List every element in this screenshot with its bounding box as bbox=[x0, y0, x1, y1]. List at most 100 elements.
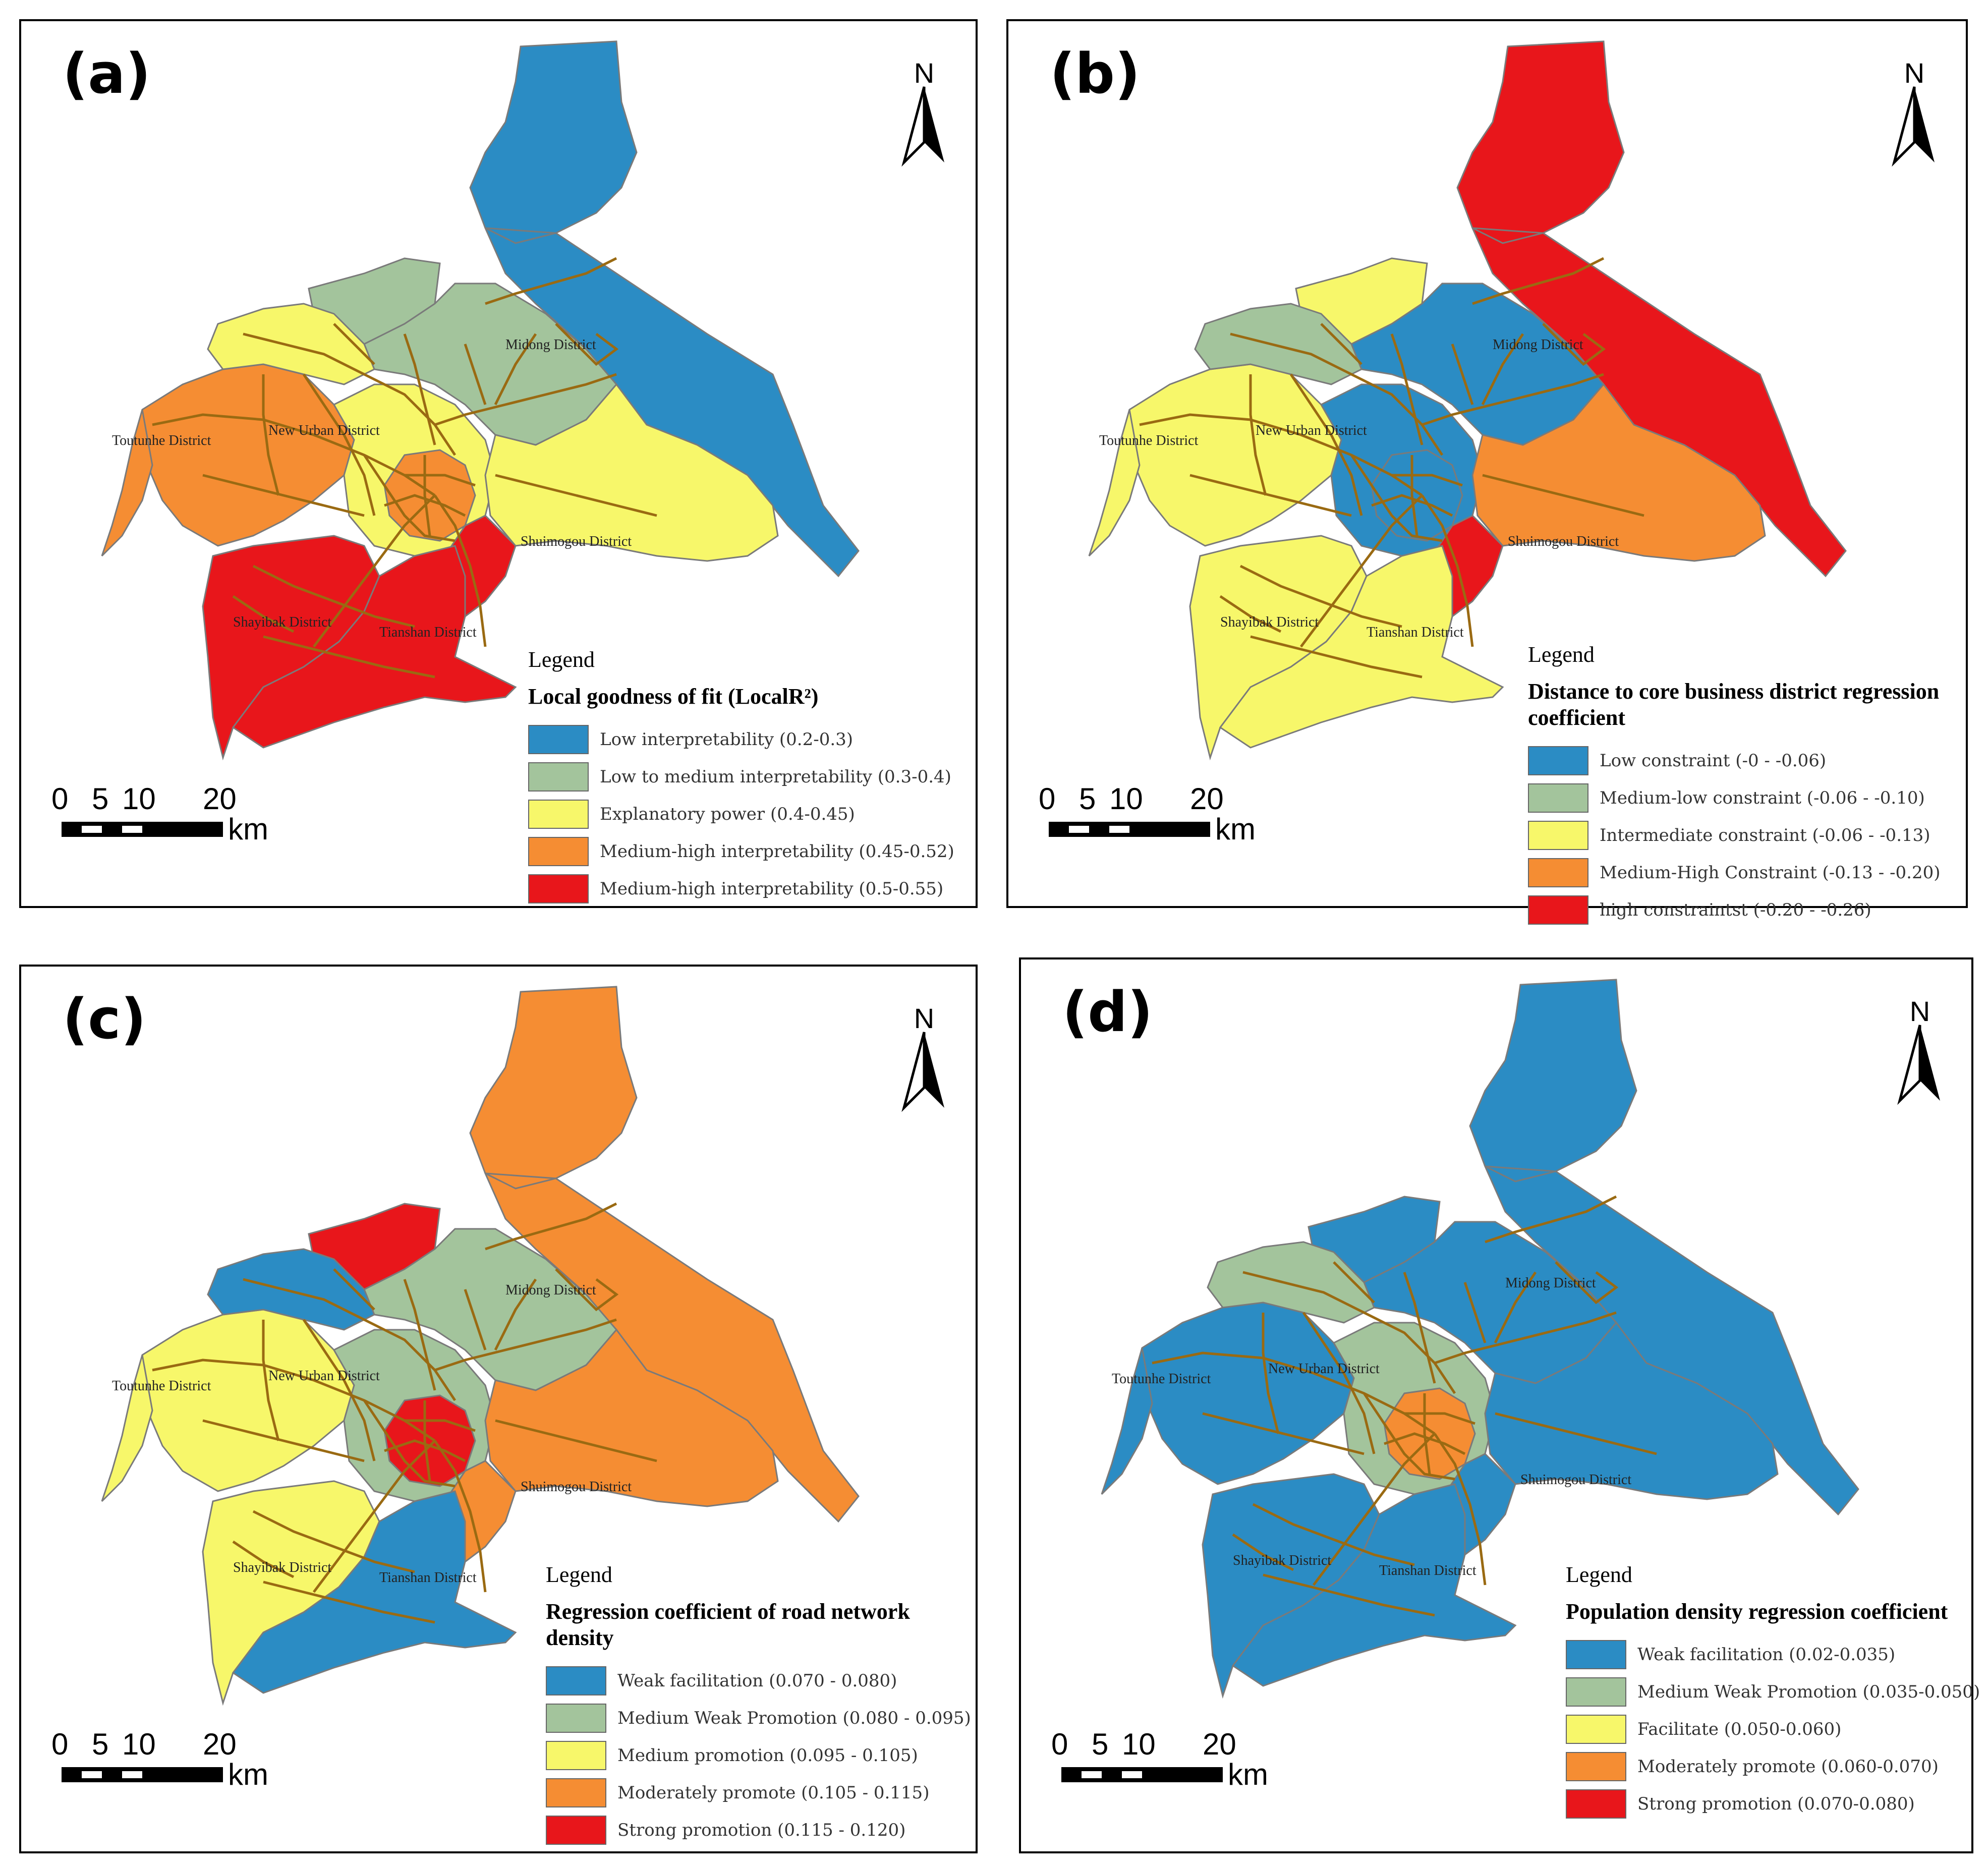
legend-label: Intermediate constraint (-0.06 - -0.13) bbox=[1600, 825, 1930, 845]
scale-bar-graphic bbox=[62, 1767, 223, 1782]
scale-tick-label: 10 bbox=[1109, 782, 1143, 816]
region-south bbox=[1219, 545, 1504, 749]
north-letter: N bbox=[914, 1002, 935, 1034]
legend-label: Explanatory power (0.4-0.45) bbox=[600, 804, 855, 824]
legend-label: Low interpretability (0.2-0.3) bbox=[600, 729, 854, 750]
district-map: Midong District Toutunhe District New Urba… bbox=[101, 986, 860, 1706]
road-line bbox=[1289, 373, 1363, 516]
district-label: Toutunhe District bbox=[112, 1378, 211, 1394]
district-label: Shayibak District bbox=[1233, 1553, 1331, 1568]
scale-tick-label: 20 bbox=[203, 782, 237, 816]
region-west-spike bbox=[1088, 409, 1141, 557]
district-label: Tianshan District bbox=[1367, 625, 1464, 640]
road-line bbox=[1384, 1432, 1466, 1455]
road-line bbox=[1302, 1312, 1376, 1454]
road-line bbox=[1433, 1433, 1487, 1586]
legend-label: Medium-high interpretability (0.5-0.55) bbox=[600, 879, 944, 899]
road-line bbox=[495, 1419, 657, 1462]
region-south bbox=[232, 545, 517, 749]
road-line bbox=[433, 1440, 487, 1593]
road-line bbox=[1202, 1412, 1365, 1455]
road-line bbox=[1189, 474, 1352, 517]
legend-label: high constraintst (-0.20 - -0.26) bbox=[1600, 900, 1871, 920]
road-line bbox=[363, 454, 456, 542]
road-line bbox=[1472, 257, 1605, 305]
legend-item: Explanatory power (0.4-0.45) bbox=[528, 796, 962, 833]
road-line bbox=[434, 1318, 617, 1372]
legend-label: Moderately promote (0.060-0.070) bbox=[1637, 1757, 1939, 1777]
scale-tick-label: 10 bbox=[122, 782, 156, 816]
road-line bbox=[202, 474, 365, 517]
road-line bbox=[555, 323, 619, 366]
legend-swatch bbox=[546, 1704, 606, 1733]
road-line bbox=[232, 1540, 295, 1578]
region-west bbox=[1136, 1302, 1355, 1485]
road-line bbox=[302, 373, 376, 516]
district-label: Toutunhe District bbox=[112, 433, 211, 448]
district-label: New Urban District bbox=[268, 423, 380, 438]
road-line bbox=[202, 1419, 365, 1462]
scale-bar-graphic bbox=[1061, 1767, 1223, 1782]
road-line bbox=[1262, 1313, 1280, 1434]
road-line bbox=[423, 455, 431, 536]
road-line bbox=[464, 344, 487, 405]
scale-tick-label: 5 bbox=[1079, 782, 1096, 816]
road-line bbox=[423, 1400, 431, 1482]
road-line bbox=[333, 323, 375, 365]
road-line bbox=[384, 1439, 466, 1462]
legend-label: Strong promotion (0.070-0.080) bbox=[1637, 1794, 1915, 1814]
scale-tick-label: 10 bbox=[1122, 1727, 1156, 1761]
legend-item: Moderately promote (0.060-0.070) bbox=[1566, 1748, 1969, 1785]
legend-swatch bbox=[546, 1778, 606, 1807]
road-line bbox=[485, 257, 617, 305]
scale-tick-label: 0 bbox=[1039, 782, 1056, 816]
road-line bbox=[262, 1320, 280, 1441]
legend-label: Facilitate (0.050-0.060) bbox=[1637, 1719, 1842, 1739]
road-line bbox=[262, 374, 280, 496]
legend-item: Facilitate (0.050-0.060) bbox=[1566, 1711, 1969, 1748]
north-arrow-icon: N bbox=[1889, 56, 1940, 167]
road-line bbox=[313, 494, 436, 648]
legend-item: high constraintst (-0.20 - -0.26) bbox=[1528, 891, 1962, 929]
legend-swatch bbox=[1528, 783, 1588, 813]
scale-tick-label: 20 bbox=[203, 1727, 237, 1761]
region-west-spike bbox=[1101, 1347, 1153, 1495]
road-line bbox=[263, 1580, 435, 1624]
road-line bbox=[485, 1202, 617, 1251]
scale-unit: km bbox=[228, 812, 268, 846]
north-arrow-icon: N bbox=[899, 1002, 949, 1113]
legend-swatch bbox=[1528, 895, 1588, 925]
map-panel: (a) Midong District Toutunhe District New U… bbox=[19, 19, 978, 908]
road-line bbox=[1232, 1533, 1294, 1571]
road-line bbox=[1313, 1433, 1436, 1586]
road-line bbox=[1463, 1282, 1487, 1343]
scale-bar: 0 5 10 20 km bbox=[1039, 781, 1301, 846]
legend-item: Weak facilitation (0.02-0.035) bbox=[1566, 1636, 1969, 1673]
district-label: New Urban District bbox=[268, 1368, 380, 1384]
map-legend: Legend Population density regression coef… bbox=[1566, 1562, 1980, 1823]
district-label: Shayibak District bbox=[233, 614, 331, 630]
road-line bbox=[1300, 494, 1423, 648]
legend-title: Population density regression coefficien… bbox=[1566, 1599, 1948, 1624]
district-label: Midong District bbox=[1505, 1275, 1596, 1291]
legend-label: Medium Weak Promotion (0.080 - 0.095) bbox=[617, 1708, 971, 1728]
scale-unit: km bbox=[1228, 1758, 1268, 1791]
north-arrow-icon: N bbox=[1895, 995, 1945, 1106]
legend-swatch bbox=[1528, 858, 1588, 887]
map-panel: (b) Midong District Toutunhe District New U… bbox=[1006, 19, 1968, 925]
map-panel: (c) Midong District Toutunhe District New U… bbox=[19, 965, 978, 1853]
scale-tick-label: 0 bbox=[51, 1727, 69, 1761]
scale-tick-label: 5 bbox=[92, 1727, 109, 1761]
road-line bbox=[384, 494, 466, 517]
road-line bbox=[1481, 333, 1524, 406]
district-map: Midong District Toutunhe District New Urba… bbox=[101, 40, 860, 761]
district-label: Shayibak District bbox=[1220, 614, 1319, 630]
road-line bbox=[1392, 474, 1463, 487]
district-label: Shuimogou District bbox=[1520, 1472, 1631, 1488]
legend-swatch bbox=[528, 874, 589, 903]
legend-swatch bbox=[546, 1741, 606, 1770]
district-label: Tianshan District bbox=[379, 1570, 477, 1586]
road-line bbox=[1219, 595, 1282, 633]
road-line bbox=[1390, 333, 1424, 445]
legend-label: Medium-low constraint (-0.06 - -0.10) bbox=[1600, 788, 1925, 808]
